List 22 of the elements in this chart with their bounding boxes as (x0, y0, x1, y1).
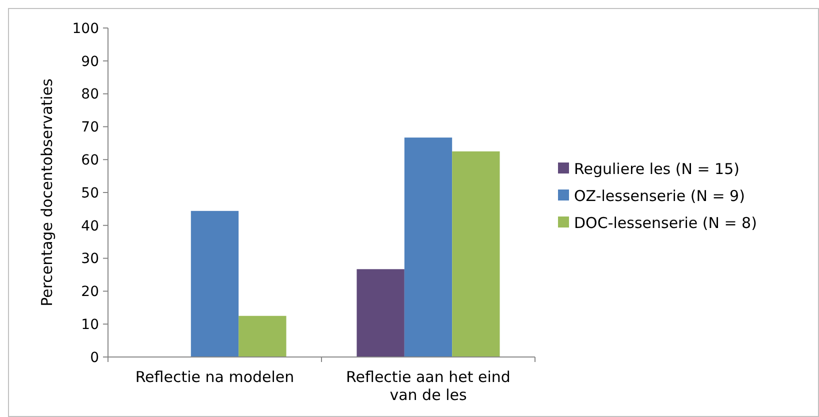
y-tick-label: 50 (81, 185, 99, 202)
y-tick-label: 60 (81, 152, 99, 168)
bar (190, 210, 239, 357)
bar (356, 269, 404, 357)
legend-label: OZ-lessenserie (N = 9) (574, 186, 745, 205)
x-tick-label: Reflectie na modelen (135, 368, 294, 386)
x-tick-label: Reflectie aan het eind van de les (346, 368, 510, 404)
y-tick-label: 30 (81, 251, 99, 268)
y-tick-label: 90 (81, 54, 99, 70)
y-tick-label: 70 (81, 120, 99, 136)
bar (238, 316, 286, 357)
legend-label: Reguliere les (N = 15) (574, 160, 740, 178)
bar (452, 151, 500, 357)
y-tick-label: 20 (81, 284, 99, 300)
y-tick-label: 80 (81, 86, 99, 103)
y-tick-label: 40 (81, 218, 99, 234)
y-tick-label: 10 (81, 317, 99, 333)
y-tick-label: 100 (72, 20, 99, 37)
y-tick-label: 0 (90, 350, 99, 366)
y-axis-title: Percentage docentobservaties (38, 78, 56, 306)
legend-label: DOC-lessenserie (N = 8) (574, 214, 757, 232)
bar (404, 138, 452, 357)
